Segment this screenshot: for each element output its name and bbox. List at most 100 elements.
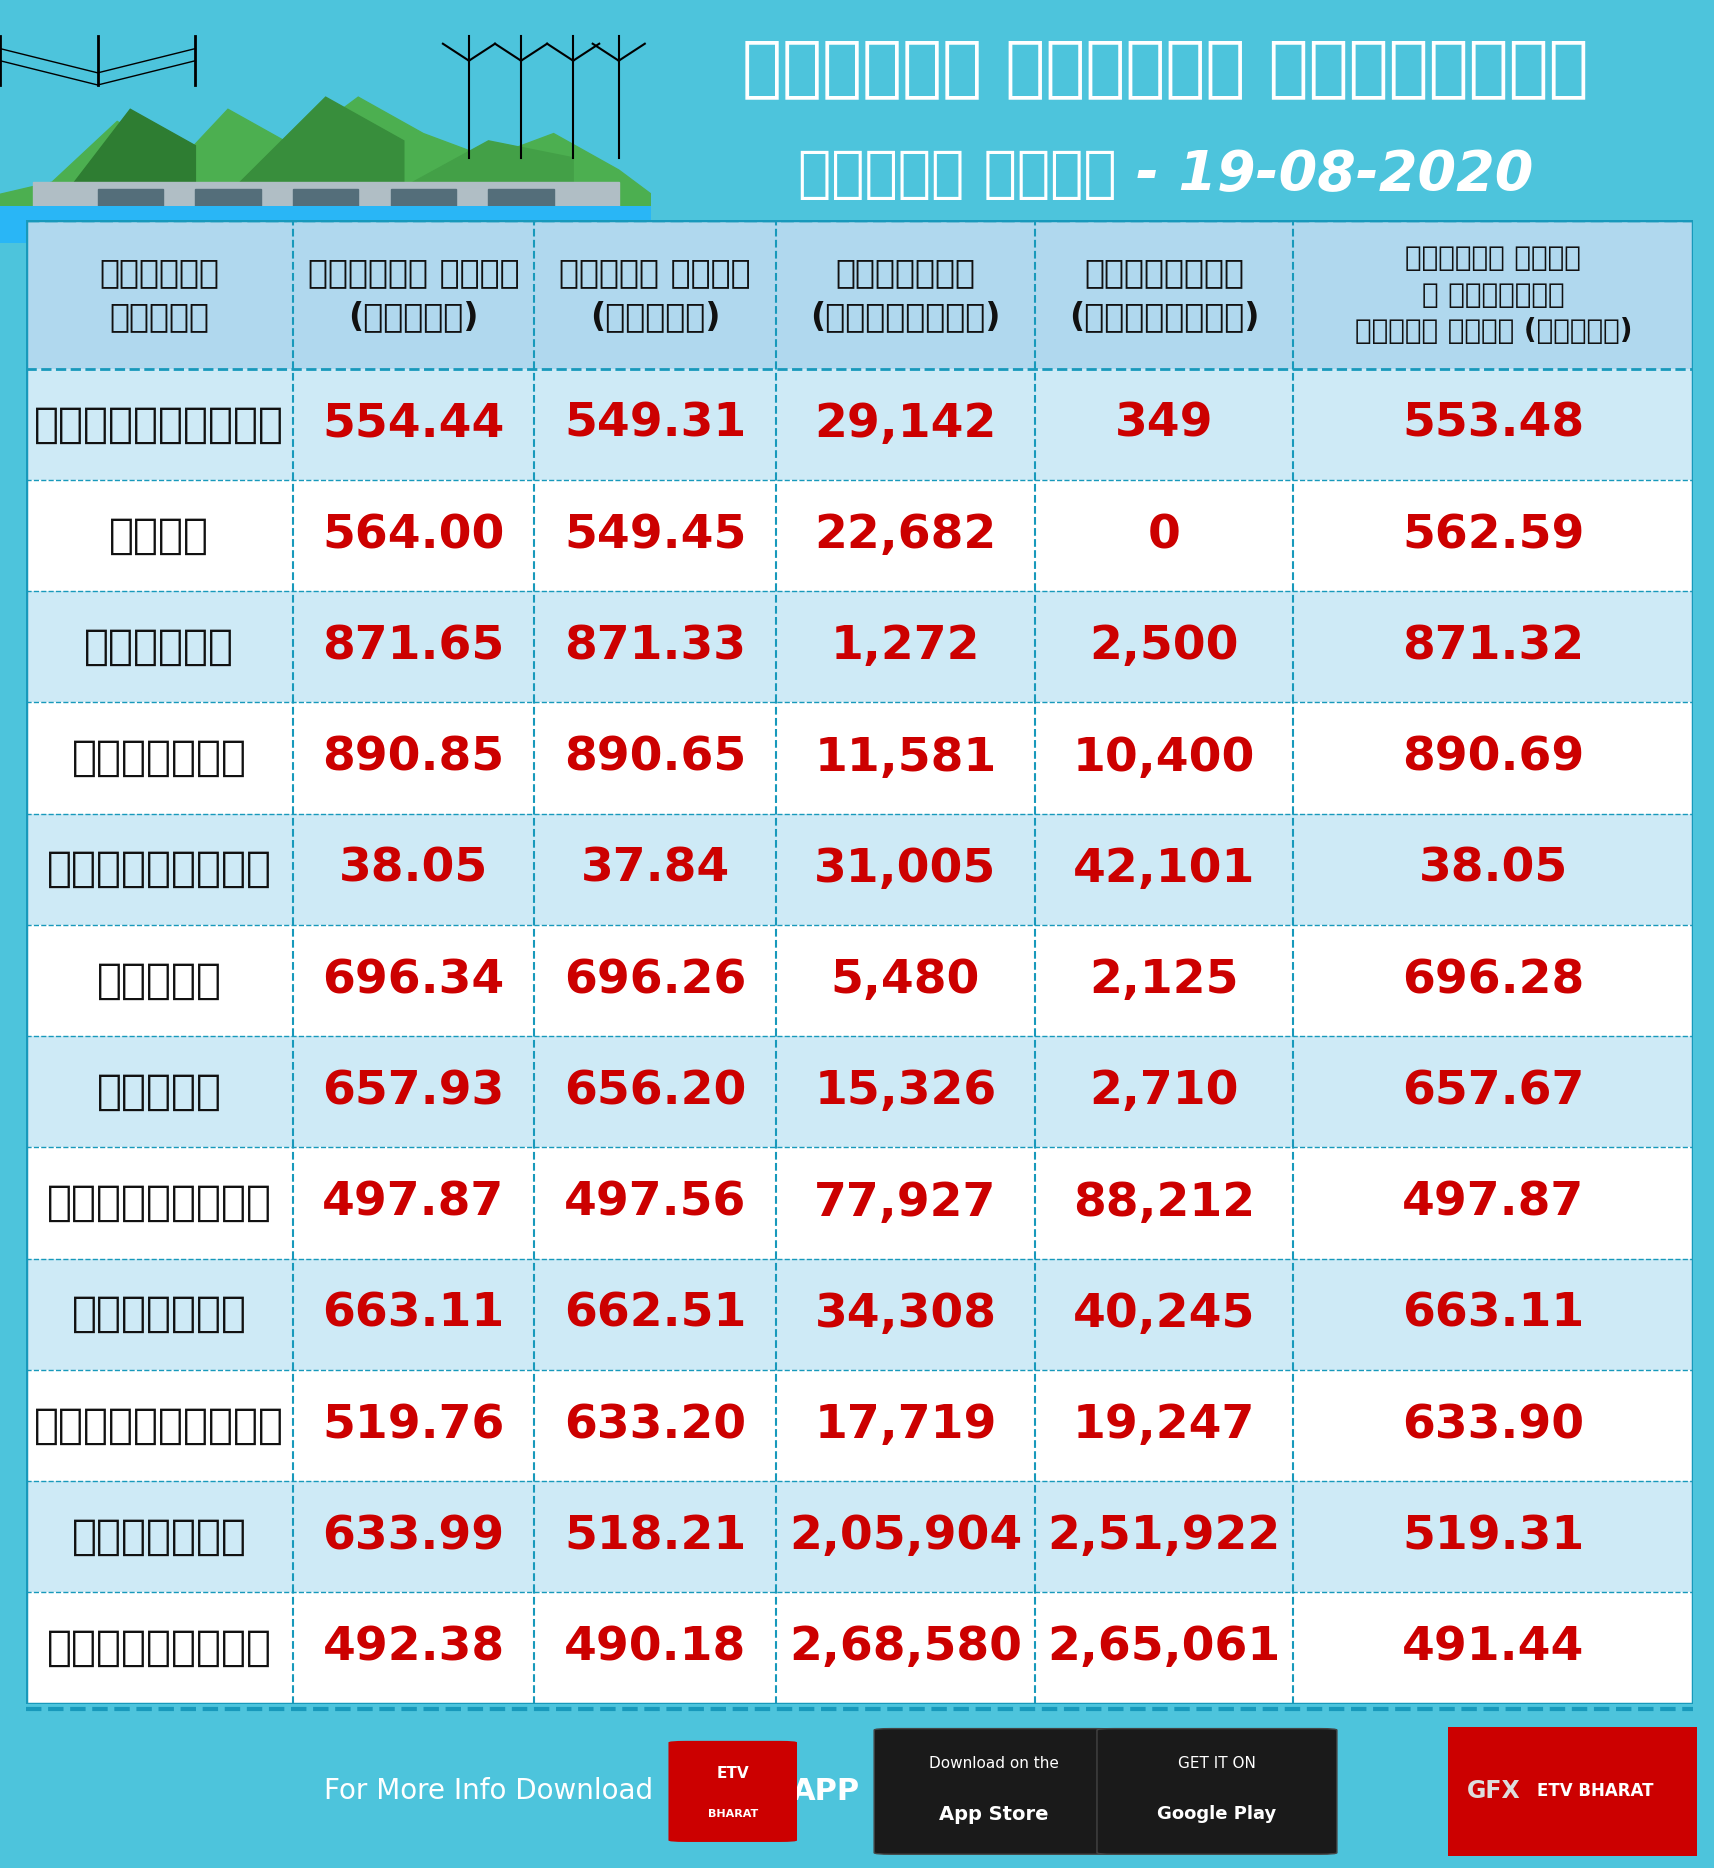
Text: 77,927: 77,927 — [814, 1181, 996, 1225]
Text: 663.11: 663.11 — [1402, 1293, 1584, 1337]
Text: 38.05: 38.05 — [1419, 846, 1568, 891]
Text: 890.85: 890.85 — [322, 736, 504, 781]
Text: 553.48: 553.48 — [1402, 402, 1584, 446]
Text: 871.32: 871.32 — [1402, 624, 1584, 669]
Text: 890.69: 890.69 — [1402, 736, 1584, 781]
Text: ರಾಜ್ಯದ ಪ್ರಮುಖ ಜಲಾಶಯಗಳಿ: ರಾಜ್ಯದ ಪ್ರಮುಖ ಜಲಾಶಯಗಳಿ — [742, 35, 1589, 101]
Text: 633.20: 633.20 — [564, 1403, 746, 1448]
Text: 492.38: 492.38 — [322, 1625, 504, 1670]
Text: 10,400: 10,400 — [1073, 736, 1255, 781]
Text: For More Info Download: For More Info Download — [324, 1778, 653, 1804]
Text: 871.33: 871.33 — [564, 624, 746, 669]
Text: ಆಲಮಟ್ಟಿ: ಆಲಮಟ್ಟಿ — [72, 1515, 247, 1558]
Text: 5,480: 5,480 — [831, 958, 980, 1003]
Text: ಹಿಂದಿನ ವರ್ಷ
ಈ ದಿನದಂದು
ನೀರಿನ ಮಟ್ಟ (ಮೀಟರ್): ಹಿಂದಿನ ವರ್ಷ ಈ ದಿನದಂದು ನೀರಿನ ಮಟ್ಟ (ಮೀಟರ್) — [1354, 245, 1632, 346]
FancyBboxPatch shape — [26, 814, 1693, 925]
Text: 663.11: 663.11 — [322, 1293, 504, 1337]
Text: 662.51: 662.51 — [564, 1293, 747, 1337]
Text: ಜಲಾಶಯದ
ಹೆಸರು: ಜಲಾಶಯದ ಹೆಸರು — [99, 256, 219, 333]
Polygon shape — [293, 189, 358, 237]
FancyBboxPatch shape — [26, 1481, 1693, 1592]
Text: 1,272: 1,272 — [831, 624, 980, 669]
Text: 22,682: 22,682 — [814, 514, 996, 559]
Text: ಸುಪಾ: ಸುಪಾ — [110, 514, 209, 557]
Text: ಒಳಹರಿವು
(ಕ್ಯುಸೆಕ್): ಒಳಹರಿವು (ಕ್ಯುಸೆಕ್) — [811, 256, 1001, 333]
Text: 2,125: 2,125 — [1088, 958, 1239, 1003]
Text: 497.56: 497.56 — [564, 1181, 747, 1225]
Text: ETV: ETV — [716, 1765, 749, 1780]
FancyBboxPatch shape — [26, 480, 1693, 590]
Polygon shape — [195, 189, 261, 237]
Text: 349: 349 — [1114, 402, 1214, 446]
FancyBboxPatch shape — [26, 1592, 1693, 1704]
Text: 29,142: 29,142 — [814, 402, 996, 446]
Text: 2,500: 2,500 — [1088, 624, 1239, 669]
Text: 497.87: 497.87 — [1402, 1181, 1584, 1225]
Text: ಹೇಮಾವತಿ: ಹೇಮಾವತಿ — [72, 738, 247, 779]
Text: 554.44: 554.44 — [322, 402, 504, 446]
FancyBboxPatch shape — [26, 368, 1693, 480]
Text: 562.59: 562.59 — [1402, 514, 1584, 559]
FancyBboxPatch shape — [26, 1037, 1693, 1147]
Text: 0: 0 — [1147, 514, 1181, 559]
Text: ಯೆಟ್ಟಪ್ರಭಾ: ಯೆಟ್ಟಪ್ರಭಾ — [34, 1405, 285, 1446]
Polygon shape — [391, 189, 456, 237]
Text: 564.00: 564.00 — [322, 514, 504, 559]
Text: 633.99: 633.99 — [322, 1515, 504, 1560]
Polygon shape — [228, 97, 405, 194]
Text: Google Play: Google Play — [1157, 1804, 1277, 1823]
Text: ಇಂದಿನ ಮಟ್ಟ
(ಮೀಟರ್): ಇಂದಿನ ಮಟ್ಟ (ಮೀಟರ್) — [559, 256, 751, 333]
Text: APP: APP — [792, 1776, 860, 1806]
Polygon shape — [391, 140, 572, 194]
FancyBboxPatch shape — [0, 0, 651, 243]
Text: 2,65,061: 2,65,061 — [1047, 1625, 1280, 1670]
FancyBboxPatch shape — [26, 1369, 1693, 1481]
FancyBboxPatch shape — [26, 1147, 1693, 1259]
FancyBboxPatch shape — [26, 1259, 1693, 1369]
Text: 633.90: 633.90 — [1402, 1403, 1584, 1448]
Text: 34,308: 34,308 — [814, 1293, 996, 1337]
FancyBboxPatch shape — [26, 925, 1693, 1037]
Text: ನಾರಾಯಣಪುರ: ನಾರಾಯಣಪುರ — [46, 1627, 271, 1668]
Text: 15,326: 15,326 — [814, 1068, 996, 1115]
Text: 2,51,922: 2,51,922 — [1047, 1515, 1280, 1560]
Text: 549.31: 549.31 — [564, 402, 746, 446]
Text: ಕೆಆರ್ಸೆಸ್: ಕೆಆರ್ಸೆಸ್ — [46, 848, 271, 891]
FancyBboxPatch shape — [26, 220, 1693, 368]
Text: 518.21: 518.21 — [564, 1515, 746, 1560]
Text: ETV BHARAT: ETV BHARAT — [1537, 1782, 1654, 1801]
Text: ಕಬಿನಿ: ಕಬಿನಿ — [96, 960, 221, 1001]
Text: ನೀರಿನ ಮಟ್ಟ - 19-08-2020: ನೀರಿನ ಮಟ್ಟ - 19-08-2020 — [797, 148, 1534, 202]
Text: ಗರಿಷ್ಟ ಮಟ್ಟ
(ಮೀಟರ್): ಗರಿಷ್ಟ ಮಟ್ಟ (ಮೀಟರ್) — [307, 256, 519, 333]
Text: 40,245: 40,245 — [1073, 1293, 1255, 1337]
Text: 519.31: 519.31 — [1402, 1515, 1584, 1560]
Text: ಭದ್ರಾ: ಭದ್ರಾ — [96, 1070, 221, 1113]
Text: 2,68,580: 2,68,580 — [788, 1625, 1022, 1670]
Text: 549.45: 549.45 — [564, 514, 747, 559]
FancyBboxPatch shape — [668, 1741, 797, 1842]
Polygon shape — [488, 189, 554, 237]
Text: 696.28: 696.28 — [1402, 958, 1584, 1003]
FancyBboxPatch shape — [1448, 1728, 1697, 1855]
Text: ಹೋರಹರಿವು
(ಕ್ಯುಸೆಕ್): ಹೋರಹರಿವು (ಕ್ಯುಸೆಕ್) — [1070, 256, 1260, 333]
Text: BHARAT: BHARAT — [708, 1810, 758, 1819]
Text: ಮಲಪ್ರಭಾ: ಮಲಪ್ರಭಾ — [72, 1293, 247, 1336]
Polygon shape — [0, 97, 651, 243]
Text: 491.44: 491.44 — [1402, 1625, 1584, 1670]
FancyBboxPatch shape — [26, 702, 1693, 814]
Text: ಹಾರಂಗಿ: ಹಾರಂಗಿ — [84, 626, 235, 669]
Polygon shape — [65, 108, 195, 194]
Text: 656.20: 656.20 — [564, 1068, 747, 1115]
Text: 88,212: 88,212 — [1073, 1181, 1255, 1225]
Text: App Store: App Store — [939, 1804, 1049, 1823]
Text: 696.34: 696.34 — [322, 958, 504, 1003]
Text: 657.93: 657.93 — [322, 1068, 504, 1115]
Text: 19,247: 19,247 — [1073, 1403, 1255, 1448]
Text: 696.26: 696.26 — [564, 958, 747, 1003]
Text: 42,101: 42,101 — [1073, 846, 1255, 891]
Text: 17,719: 17,719 — [814, 1403, 996, 1448]
FancyBboxPatch shape — [26, 590, 1693, 702]
Text: ಲಿಂಗನಮಕ್ಕಿ: ಲಿಂಗನಮಕ್ಕಿ — [34, 403, 285, 445]
Polygon shape — [98, 189, 163, 237]
Polygon shape — [33, 181, 619, 243]
